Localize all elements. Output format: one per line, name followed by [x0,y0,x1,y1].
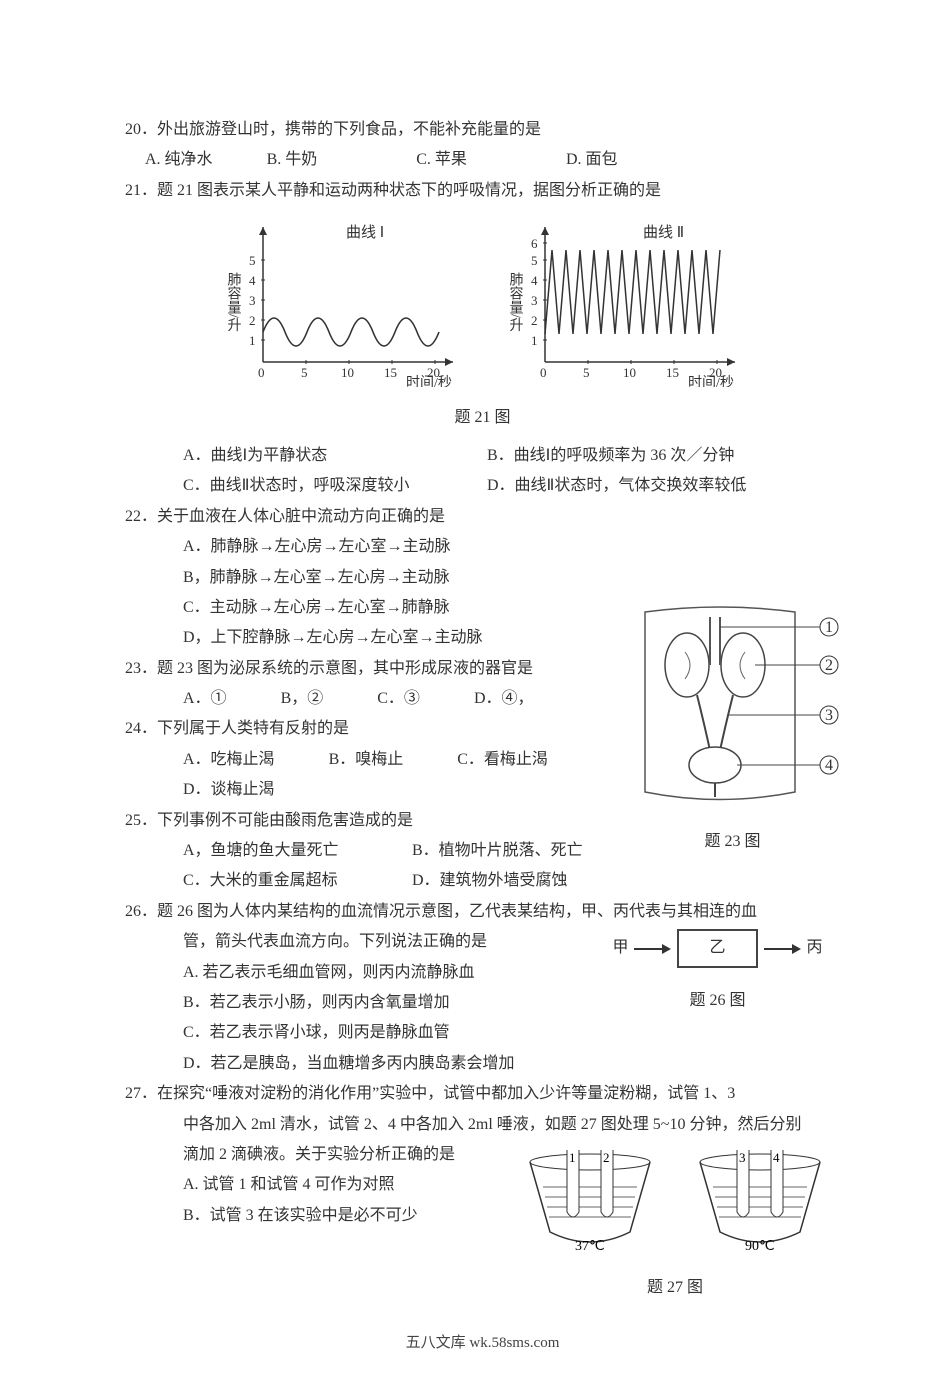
q24-opt-d: D．谈梅止渴 [183,781,275,798]
q23-opt-c: C．③ [377,690,420,707]
q20-num: 20． [125,121,157,138]
q25-num: 25． [125,812,157,829]
svg-text:10: 10 [341,365,354,380]
svg-text:肺容量/升: 肺容量/升 [507,272,523,332]
q26-right: 丙 [807,933,823,963]
q21-caption: 题 21 图 [125,403,840,433]
q25-opt-a: A，鱼塘的鱼大量死亡 [183,836,408,866]
q21-chart1: 肺容量/升 1 2 3 4 5 0 5 10 [221,212,463,398]
svg-text:1: 1 [249,333,256,348]
q20-options: A. 纯净水 B. 牛奶 C. 苹果 D. 面包 [125,145,840,175]
q25-opt-d: D．建筑物外墙受腐蚀 [412,872,568,889]
svg-text:3: 3 [825,707,833,724]
exam-page: 20．外出旅游登山时，携带的下列食品，不能补充能量的是 A. 纯净水 B. 牛奶… [0,0,950,1397]
q26-mid: 乙 [677,929,757,967]
svg-text:肺容量/升: 肺容量/升 [225,272,241,332]
svg-text:15: 15 [666,365,679,380]
q21-opts-row1: A．曲线Ⅰ为平静状态 B．曲线Ⅰ的呼吸频率为 36 次／分钟 [125,441,840,471]
q20-opt-c: C. 苹果 [416,145,467,175]
svg-text:3: 3 [249,293,256,308]
svg-text:37℃: 37℃ [575,1239,605,1254]
q25-opt-c: C．大米的重金属超标 [183,866,408,896]
svg-text:5: 5 [531,253,538,268]
svg-text:4: 4 [531,273,538,288]
q27-figure: 1 2 37℃ 3 4 90℃ 题 27 图 [510,1142,840,1304]
q21-opts-row2: C．曲线Ⅱ状态时，呼吸深度较小 D．曲线Ⅱ状态时，气体交换效率较低 [125,471,840,501]
q25-opt-b: B．植物叶片脱落、死亡 [412,842,583,859]
q24-opt-a: A．吃梅止渴 [183,751,275,768]
q24-opt-c: C．看梅止渴 [457,751,548,768]
svg-text:时间/秒: 时间/秒 [406,375,452,387]
svg-text:4: 4 [825,757,833,774]
svg-text:3: 3 [531,293,538,308]
q21-opt-b: B．曲线Ⅰ的呼吸频率为 36 次／分钟 [487,447,734,464]
svg-text:5: 5 [583,365,590,380]
q24-num: 24． [125,720,157,737]
q21-stem: 21．题 21 图表示某人平静和运动两种状态下的呼吸情况，据图分析正确的是 [125,176,840,206]
svg-text:5: 5 [301,365,308,380]
svg-text:2: 2 [531,313,538,328]
q23-opt-b: B，② [281,690,324,707]
page-footer: 五八文库 wk.58sms.com [125,1329,840,1358]
svg-text:10: 10 [623,365,636,380]
svg-text:4: 4 [249,273,256,288]
q23-opt-a: A．① [183,690,227,707]
svg-text:15: 15 [384,365,397,380]
q26-left: 甲 [612,933,628,963]
svg-text:1: 1 [569,1150,576,1165]
q21-opt-a: A．曲线Ⅰ为平静状态 [183,441,483,471]
q27-stem2: 中各加入 2ml 清水，试管 2、4 中各加入 2ml 唾液，如题 27 图处理… [125,1110,840,1140]
svg-text:3: 3 [739,1150,746,1165]
svg-text:6: 6 [531,236,538,251]
q27-num: 27． [125,1085,157,1102]
svg-text:4: 4 [773,1150,780,1165]
q20-opt-a: A. 纯净水 [145,145,213,175]
q23-caption: 题 23 图 [625,827,840,857]
svg-text:曲线 Ⅱ: 曲线 Ⅱ [643,224,684,241]
q21-opt-d: D．曲线Ⅱ状态时，气体交换效率较低 [487,477,746,494]
svg-text:2: 2 [249,313,256,328]
svg-text:0: 0 [258,365,265,380]
q27-stem1: 27．在探究“唾液对淀粉的消化作用”实验中，试管中都加入少许等量淀粉糊，试管 1… [125,1079,840,1109]
q26-figure: 甲 乙 丙 题 26 图 [605,929,830,1016]
q24-opt-b: B．嗅梅止 [329,751,404,768]
q27-caption: 题 27 图 [510,1273,840,1303]
q22-stem: 22．关于血液在人体心脏中流动方向正确的是 [125,502,840,532]
q26-opt-c: C．若乙表示肾小球，则丙是静脉血管 [125,1018,840,1048]
svg-text:90℃: 90℃ [745,1239,775,1254]
q20-opt-b: B. 牛奶 [267,145,318,175]
q22-num: 22． [125,508,157,525]
q20-stem: 20．外出旅游登山时，携带的下列食品，不能补充能量的是 [125,115,840,145]
q26-opt-d: D．若乙是胰岛，当血糖增多丙内胰岛素会增加 [125,1049,840,1079]
q21-opt-c: C．曲线Ⅱ状态时，呼吸深度较小 [183,471,483,501]
q23-figure: 1 2 3 4 题 23 图 [625,597,840,858]
svg-text:0: 0 [540,365,547,380]
q22-opt-b: B，肺静脉→左心室→左心房→主动脉 [125,563,840,593]
svg-text:2: 2 [825,657,833,674]
q26-caption: 题 26 图 [605,986,830,1016]
q21-num: 21． [125,182,157,199]
q23-opt-d: D．④， [474,690,534,707]
svg-text:1: 1 [531,333,538,348]
svg-text:1: 1 [825,619,833,636]
svg-text:曲线 Ⅰ: 曲线 Ⅰ [346,224,384,241]
svg-text:2: 2 [603,1150,610,1165]
q21-figure: 肺容量/升 1 2 3 4 5 0 5 10 [125,212,840,398]
q21-chart2: 肺容量/升 1 2 3 4 5 6 0 5 10 15 [503,212,745,398]
q26-num: 26． [125,903,157,920]
q20-opt-d: D. 面包 [566,145,618,175]
q22-opt-a: A．肺静脉→左心房→左心室→主动脉 [125,532,840,562]
svg-text:时间/秒: 时间/秒 [688,375,734,387]
q25-opts-row2: C．大米的重金属超标 D．建筑物外墙受腐蚀 [125,866,840,896]
svg-text:5: 5 [249,253,256,268]
q23-num: 23． [125,660,157,677]
q26-stem1: 26．题 26 图为人体内某结构的血流情况示意图，乙代表某结构，甲、丙代表与其相… [125,897,840,927]
